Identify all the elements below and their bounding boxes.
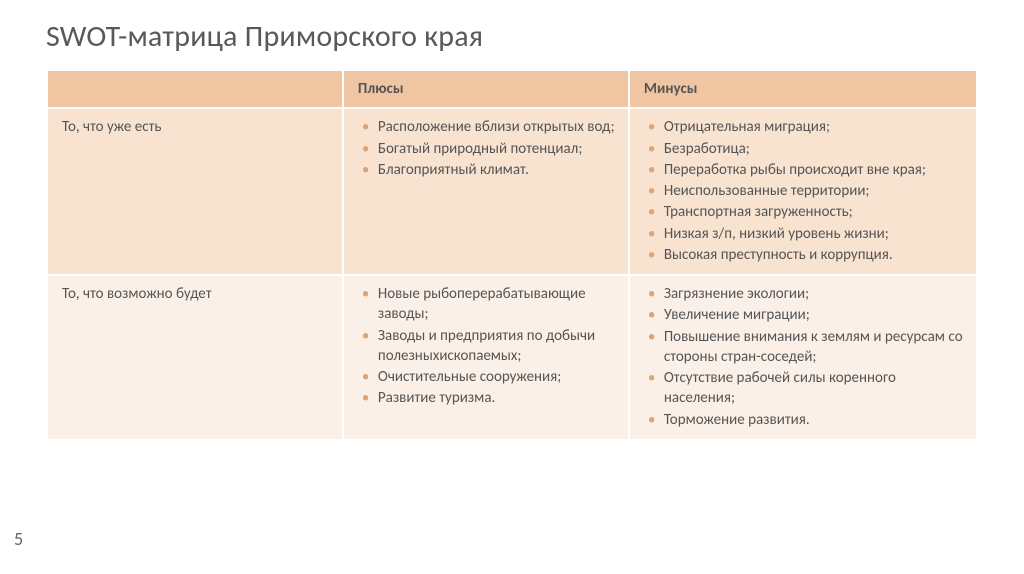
list-item: Высокая преступность и коррупция. — [648, 245, 966, 265]
list-opportunities: Новые рыбоперерабатывающие заводы; Завод… — [358, 284, 618, 409]
cell-weaknesses: Отрицательная миграция; Безработица; Пер… — [629, 108, 977, 275]
cell-opportunities: Новые рыбоперерабатывающие заводы; Завод… — [343, 275, 629, 440]
list-item: Загрязнение экологии; — [648, 284, 966, 304]
table-row: То, что уже есть Расположение вблизи отк… — [47, 108, 977, 275]
slide: SWOT-матрица Приморского края Плюсы Мину… — [0, 0, 1024, 574]
list-item: Развитие туризма. — [362, 388, 618, 408]
header-plus: Плюсы — [343, 70, 629, 108]
header-minus: Минусы — [629, 70, 977, 108]
row-header-future: То, что возможно будет — [47, 275, 343, 440]
row-header-existing: То, что уже есть — [47, 108, 343, 275]
page-title: SWOT-матрица Приморского края — [46, 18, 978, 55]
list-item: Благоприятный климат. — [362, 160, 618, 180]
list-item: Низкая з/п, низкий уровень жизни; — [648, 224, 966, 244]
list-item: Транспортная загруженность; — [648, 202, 966, 222]
cell-threats: Загрязнение экологии; Увеличение миграци… — [629, 275, 977, 440]
list-item: Неиспользованные территории; — [648, 181, 966, 201]
header-corner — [47, 70, 343, 108]
page-number: 5 — [14, 528, 23, 550]
list-item: Новые рыбоперерабатывающие заводы; — [362, 284, 618, 325]
list-strengths: Расположение вблизи открытых вод; Богаты… — [358, 117, 618, 180]
list-weaknesses: Отрицательная миграция; Безработица; Пер… — [644, 117, 966, 265]
list-item: Безработица; — [648, 139, 966, 159]
table-row: То, что возможно будет Новые рыбоперераб… — [47, 275, 977, 440]
list-item: Богатый природный потенциал; — [362, 139, 618, 159]
list-item: Заводы и предприятия по добычи полезныхи… — [362, 326, 618, 367]
cell-strengths: Расположение вблизи открытых вод; Богаты… — [343, 108, 629, 275]
list-item: Расположение вблизи открытых вод; — [362, 117, 618, 137]
list-item: Повышение внимания к землям и ресурсам с… — [648, 327, 966, 368]
list-item: Отрицательная миграция; — [648, 117, 966, 137]
swot-table: Плюсы Минусы То, что уже есть Расположен… — [46, 69, 978, 441]
list-item: Торможение развития. — [648, 410, 966, 430]
list-threats: Загрязнение экологии; Увеличение миграци… — [644, 284, 966, 430]
header-row: Плюсы Минусы — [47, 70, 977, 108]
list-item: Отсутствие рабочей силы коренного населе… — [648, 368, 966, 409]
list-item: Увеличение миграции; — [648, 305, 966, 325]
list-item: Очистительные сооружения; — [362, 367, 618, 387]
list-item: Переработка рыбы происходит вне края; — [648, 160, 966, 180]
